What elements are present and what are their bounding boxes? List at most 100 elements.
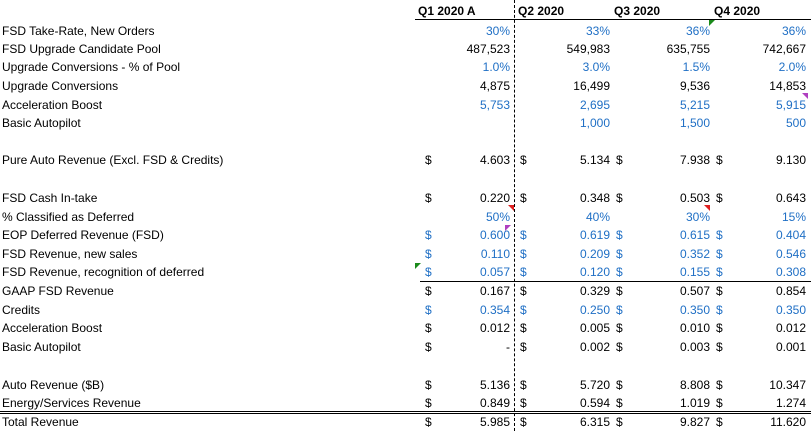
- comment-indicator-red[interactable]: [704, 205, 710, 211]
- cell-q3[interactable]: 0.003: [679, 340, 710, 354]
- cell-q2[interactable]: 2,695: [579, 98, 610, 112]
- cell-q2[interactable]: 33%: [585, 24, 610, 38]
- cell-q4[interactable]: 0.001: [775, 340, 806, 354]
- row-label[interactable]: Auto Revenue ($B): [2, 378, 105, 392]
- header-q1-2020[interactable]: Q1 2020 A: [418, 4, 476, 18]
- cell-q1[interactable]: 0.220: [479, 191, 510, 205]
- cell-q3[interactable]: 9,536: [679, 79, 710, 93]
- comment-indicator-purple[interactable]: [802, 93, 808, 99]
- cell-q4[interactable]: 15%: [781, 210, 806, 224]
- cell-q3[interactable]: 30%: [685, 210, 710, 224]
- cell-q1[interactable]: 1.0%: [482, 60, 510, 74]
- cell-q1[interactable]: 4,875: [479, 79, 510, 93]
- cell-q4[interactable]: 742,667: [762, 42, 806, 56]
- cell-q3[interactable]: 5,215: [679, 98, 710, 112]
- cell-q2[interactable]: 5.134: [579, 153, 610, 167]
- cell-q3[interactable]: 1.5%: [682, 60, 710, 74]
- row-label[interactable]: FSD Revenue, new sales: [2, 247, 138, 261]
- row-label[interactable]: % Classified as Deferred: [2, 210, 135, 224]
- comment-indicator-purple[interactable]: [505, 225, 511, 231]
- cell-q3[interactable]: 1,500: [679, 116, 710, 130]
- cell-q1[interactable]: 50%: [485, 210, 510, 224]
- cell-q1[interactable]: 5.136: [479, 378, 510, 392]
- cell-q1[interactable]: 0.057: [479, 265, 510, 279]
- comment-indicator-green[interactable]: [415, 263, 421, 269]
- row-label[interactable]: FSD Upgrade Candidate Pool: [2, 42, 161, 56]
- cell-q1[interactable]: 5,753: [479, 98, 510, 112]
- cell-q2[interactable]: 0.250: [579, 303, 610, 317]
- cell-q3[interactable]: 635,755: [666, 42, 710, 56]
- row-label[interactable]: Energy/Services Revenue: [2, 396, 141, 410]
- cell-q3[interactable]: 0.352: [679, 247, 710, 261]
- row-label[interactable]: Upgrade Conversions - % of Pool: [2, 60, 181, 74]
- cell-q4[interactable]: 10.347: [769, 378, 806, 392]
- cell-q2[interactable]: 0.594: [579, 396, 610, 410]
- row-label[interactable]: Upgrade Conversions: [2, 79, 119, 93]
- comment-indicator-red[interactable]: [508, 205, 514, 211]
- cell-q2[interactable]: 0.209: [579, 247, 610, 261]
- cell-q1[interactable]: 0.354: [479, 303, 510, 317]
- cell-q1[interactable]: 0.600: [479, 228, 510, 242]
- row-label[interactable]: Basic Autopilot: [2, 116, 81, 130]
- header-q2-2020[interactable]: Q2 2020: [518, 4, 565, 18]
- cell-q1[interactable]: 487,523: [466, 42, 510, 56]
- cell-q2[interactable]: 16,499: [573, 79, 610, 93]
- cell-q4[interactable]: 0.643: [775, 191, 806, 205]
- cell-q4[interactable]: 0.546: [775, 247, 806, 261]
- cell-q1[interactable]: 0.110: [480, 247, 510, 261]
- cell-q3[interactable]: 0.615: [679, 228, 710, 242]
- cell-q2[interactable]: 0.619: [579, 228, 610, 242]
- cell-q4[interactable]: 0.308: [775, 265, 806, 279]
- cell-q4[interactable]: 36%: [781, 24, 806, 38]
- cell-q2[interactable]: 3.0%: [582, 60, 610, 74]
- cell-q3[interactable]: 0.010: [679, 321, 710, 335]
- cell-q1[interactable]: 0.012: [479, 321, 510, 335]
- cell-q2[interactable]: 0.348: [579, 191, 610, 205]
- cell-q4[interactable]: 0.350: [775, 303, 806, 317]
- cell-q1[interactable]: 0.167: [479, 284, 510, 298]
- cell-q3[interactable]: 8.808: [679, 378, 710, 392]
- cell-q2[interactable]: 0.005: [579, 321, 610, 335]
- cell-q3[interactable]: 0.503: [679, 191, 710, 205]
- cell-q2[interactable]: 549,983: [566, 42, 610, 56]
- row-label[interactable]: FSD Cash In-take: [2, 191, 98, 205]
- row-label[interactable]: Acceleration Boost: [2, 98, 103, 112]
- row-label[interactable]: Total Revenue: [2, 415, 79, 429]
- cell-q3[interactable]: 0.350: [679, 303, 710, 317]
- row-label[interactable]: Acceleration Boost: [2, 321, 103, 335]
- row-label[interactable]: EOP Deferred Revenue (FSD): [2, 228, 164, 242]
- row-label[interactable]: GAAP FSD Revenue: [2, 284, 114, 298]
- cell-q1[interactable]: 4.603: [479, 153, 510, 167]
- cell-q2[interactable]: 5.720: [579, 378, 610, 392]
- row-label[interactable]: Basic Autopilot: [2, 340, 81, 354]
- cell-q2[interactable]: 0.329: [579, 284, 610, 298]
- row-label[interactable]: FSD Revenue, recognition of deferred: [2, 265, 205, 279]
- cell-q2[interactable]: 0.120: [579, 265, 610, 279]
- cell-q4[interactable]: 11.620: [770, 415, 806, 429]
- row-label[interactable]: Credits: [2, 303, 41, 317]
- comment-indicator-green[interactable]: [709, 20, 715, 26]
- cell-q1[interactable]: 5.985: [479, 415, 510, 429]
- row-label[interactable]: Pure Auto Revenue (Excl. FSD & Credits): [2, 153, 224, 167]
- cell-q2[interactable]: 40%: [585, 210, 610, 224]
- header-q3-2020[interactable]: Q3 2020: [614, 4, 661, 18]
- row-label[interactable]: FSD Take-Rate, New Orders: [2, 24, 155, 38]
- cell-q2[interactable]: 6.315: [579, 415, 610, 429]
- cell-q4[interactable]: 14,853: [769, 79, 806, 93]
- cell-q2[interactable]: 0.002: [579, 340, 610, 354]
- cell-q1[interactable]: 30%: [485, 24, 510, 38]
- cell-q3[interactable]: 0.507: [679, 284, 710, 298]
- cell-q1[interactable]: 0.849: [479, 396, 510, 410]
- cell-q4[interactable]: 5,915: [775, 98, 806, 112]
- cell-q1[interactable]: -: [506, 340, 510, 354]
- cell-q3[interactable]: 7.938: [679, 153, 710, 167]
- cell-q4[interactable]: 0.012: [775, 321, 806, 335]
- cell-q3[interactable]: 0.155: [679, 265, 710, 279]
- cell-q4[interactable]: 0.854: [775, 284, 806, 298]
- header-q4-2020[interactable]: Q4 2020: [714, 4, 761, 18]
- cell-q2[interactable]: 1,000: [579, 116, 610, 130]
- cell-q4[interactable]: 9.130: [775, 153, 806, 167]
- cell-q4[interactable]: 0.404: [775, 228, 806, 242]
- cell-q4[interactable]: 500: [785, 116, 806, 130]
